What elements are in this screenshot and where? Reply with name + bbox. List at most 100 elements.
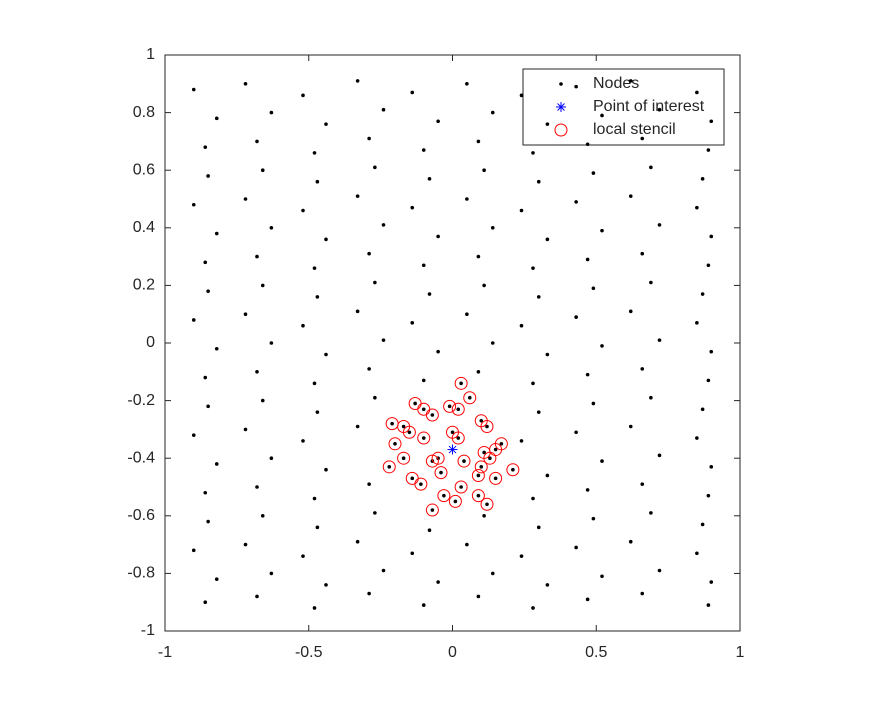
plot-area — [164, 54, 741, 632]
node-point — [574, 84, 578, 89]
node-point — [421, 378, 426, 383]
node-point — [519, 554, 524, 558]
y-tick-label: -0.4 — [127, 449, 155, 466]
node-point — [355, 309, 360, 314]
stencil-point — [454, 376, 468, 390]
node-point — [536, 410, 541, 414]
node-point — [430, 413, 435, 417]
node-point — [519, 323, 524, 328]
node-point — [312, 266, 317, 270]
node-point — [407, 430, 412, 435]
node-point — [490, 110, 495, 115]
node-point — [479, 418, 484, 423]
node-point — [465, 82, 469, 86]
node-point — [401, 424, 406, 429]
node-point — [206, 519, 210, 524]
node-point — [493, 447, 498, 452]
node-point — [488, 456, 492, 461]
node-point — [269, 571, 274, 576]
legend-marker — [556, 102, 566, 112]
node-point — [269, 341, 274, 345]
node-point — [628, 79, 633, 83]
node-point — [191, 433, 196, 437]
node-point — [427, 528, 432, 532]
node-point — [709, 119, 714, 124]
node-point — [476, 254, 481, 259]
node-point — [206, 404, 210, 409]
node-point — [324, 467, 328, 472]
node-point — [706, 378, 711, 383]
node-point — [600, 459, 604, 463]
stencil-point — [471, 489, 485, 503]
node-point — [260, 398, 265, 403]
node-point — [591, 516, 596, 521]
node-point — [695, 321, 699, 325]
stencil-point — [451, 402, 465, 416]
node-point — [585, 142, 590, 147]
node-point — [315, 410, 320, 414]
stencil-point — [414, 477, 428, 491]
node-point — [355, 79, 360, 83]
x-tick-label: 1 — [736, 644, 745, 661]
node-point — [482, 514, 486, 518]
node-point — [214, 462, 219, 466]
node-point — [203, 375, 208, 380]
node-point — [436, 580, 440, 584]
y-tick-label: 1 — [146, 46, 155, 63]
stencil-point — [431, 451, 445, 465]
node-point — [695, 205, 699, 210]
node-point — [649, 165, 653, 170]
node-point — [574, 200, 578, 204]
node-point — [600, 344, 604, 348]
node-point — [628, 309, 633, 314]
node-point — [301, 323, 305, 328]
node-point — [453, 499, 458, 504]
node-point — [260, 168, 265, 172]
node-point — [649, 395, 653, 400]
node-point — [312, 381, 317, 386]
node-point — [367, 136, 371, 141]
node-point — [255, 139, 259, 144]
node-point — [447, 404, 452, 409]
node-point — [203, 600, 208, 604]
node-point — [255, 594, 259, 599]
node-point — [657, 453, 662, 458]
node-point — [640, 591, 645, 596]
node-point — [456, 407, 461, 412]
node-point — [485, 424, 489, 429]
node-point — [649, 280, 653, 285]
stencil-point — [388, 437, 402, 451]
node-point — [373, 511, 377, 515]
node-point — [456, 436, 461, 440]
x-tick-label: -0.5 — [295, 644, 323, 661]
node-point — [269, 110, 274, 115]
node-point — [421, 148, 426, 152]
node-point — [536, 525, 541, 530]
node-point — [203, 145, 208, 149]
y-tick-label: 0.2 — [133, 277, 155, 294]
node-point — [531, 496, 535, 501]
node-point — [421, 263, 426, 268]
poi-point — [447, 444, 458, 455]
y-tick-label: -0.8 — [127, 565, 155, 582]
node-point — [536, 179, 541, 184]
node-point — [519, 208, 524, 213]
node-point — [324, 237, 328, 242]
node-point — [585, 257, 590, 262]
node-point — [421, 407, 426, 412]
node-point — [387, 465, 392, 469]
node-point — [436, 349, 440, 354]
stencil-point — [480, 497, 494, 511]
node-point — [545, 473, 550, 478]
node-point — [640, 251, 645, 256]
y-tick-label: -0.6 — [127, 507, 155, 524]
node-point — [243, 427, 248, 432]
legend-marker — [559, 82, 563, 86]
node-point — [600, 574, 604, 579]
node-point — [206, 289, 210, 293]
node-point — [410, 90, 415, 95]
node-point — [476, 493, 481, 498]
node-point — [373, 165, 377, 170]
node-point — [657, 107, 662, 112]
node-point — [301, 208, 305, 213]
